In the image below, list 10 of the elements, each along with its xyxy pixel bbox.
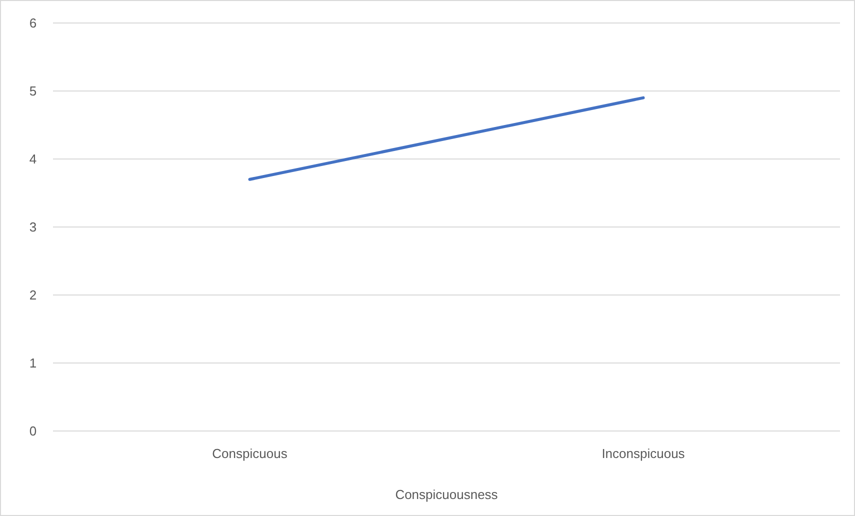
- y-tick-label: 6: [29, 16, 37, 31]
- x-tick-label: Inconspicuous: [602, 446, 686, 462]
- y-tick-label: 5: [29, 84, 37, 99]
- x-tick-label: Conspicuous: [212, 446, 288, 462]
- y-tick-label: 2: [29, 288, 37, 303]
- y-tick-label: 3: [29, 220, 37, 235]
- y-tick-label: 1: [29, 356, 37, 371]
- y-tick-label: 4: [29, 152, 37, 167]
- x-axis-title: Conspicuousness: [395, 487, 498, 502]
- y-tick-label: 0: [29, 424, 37, 439]
